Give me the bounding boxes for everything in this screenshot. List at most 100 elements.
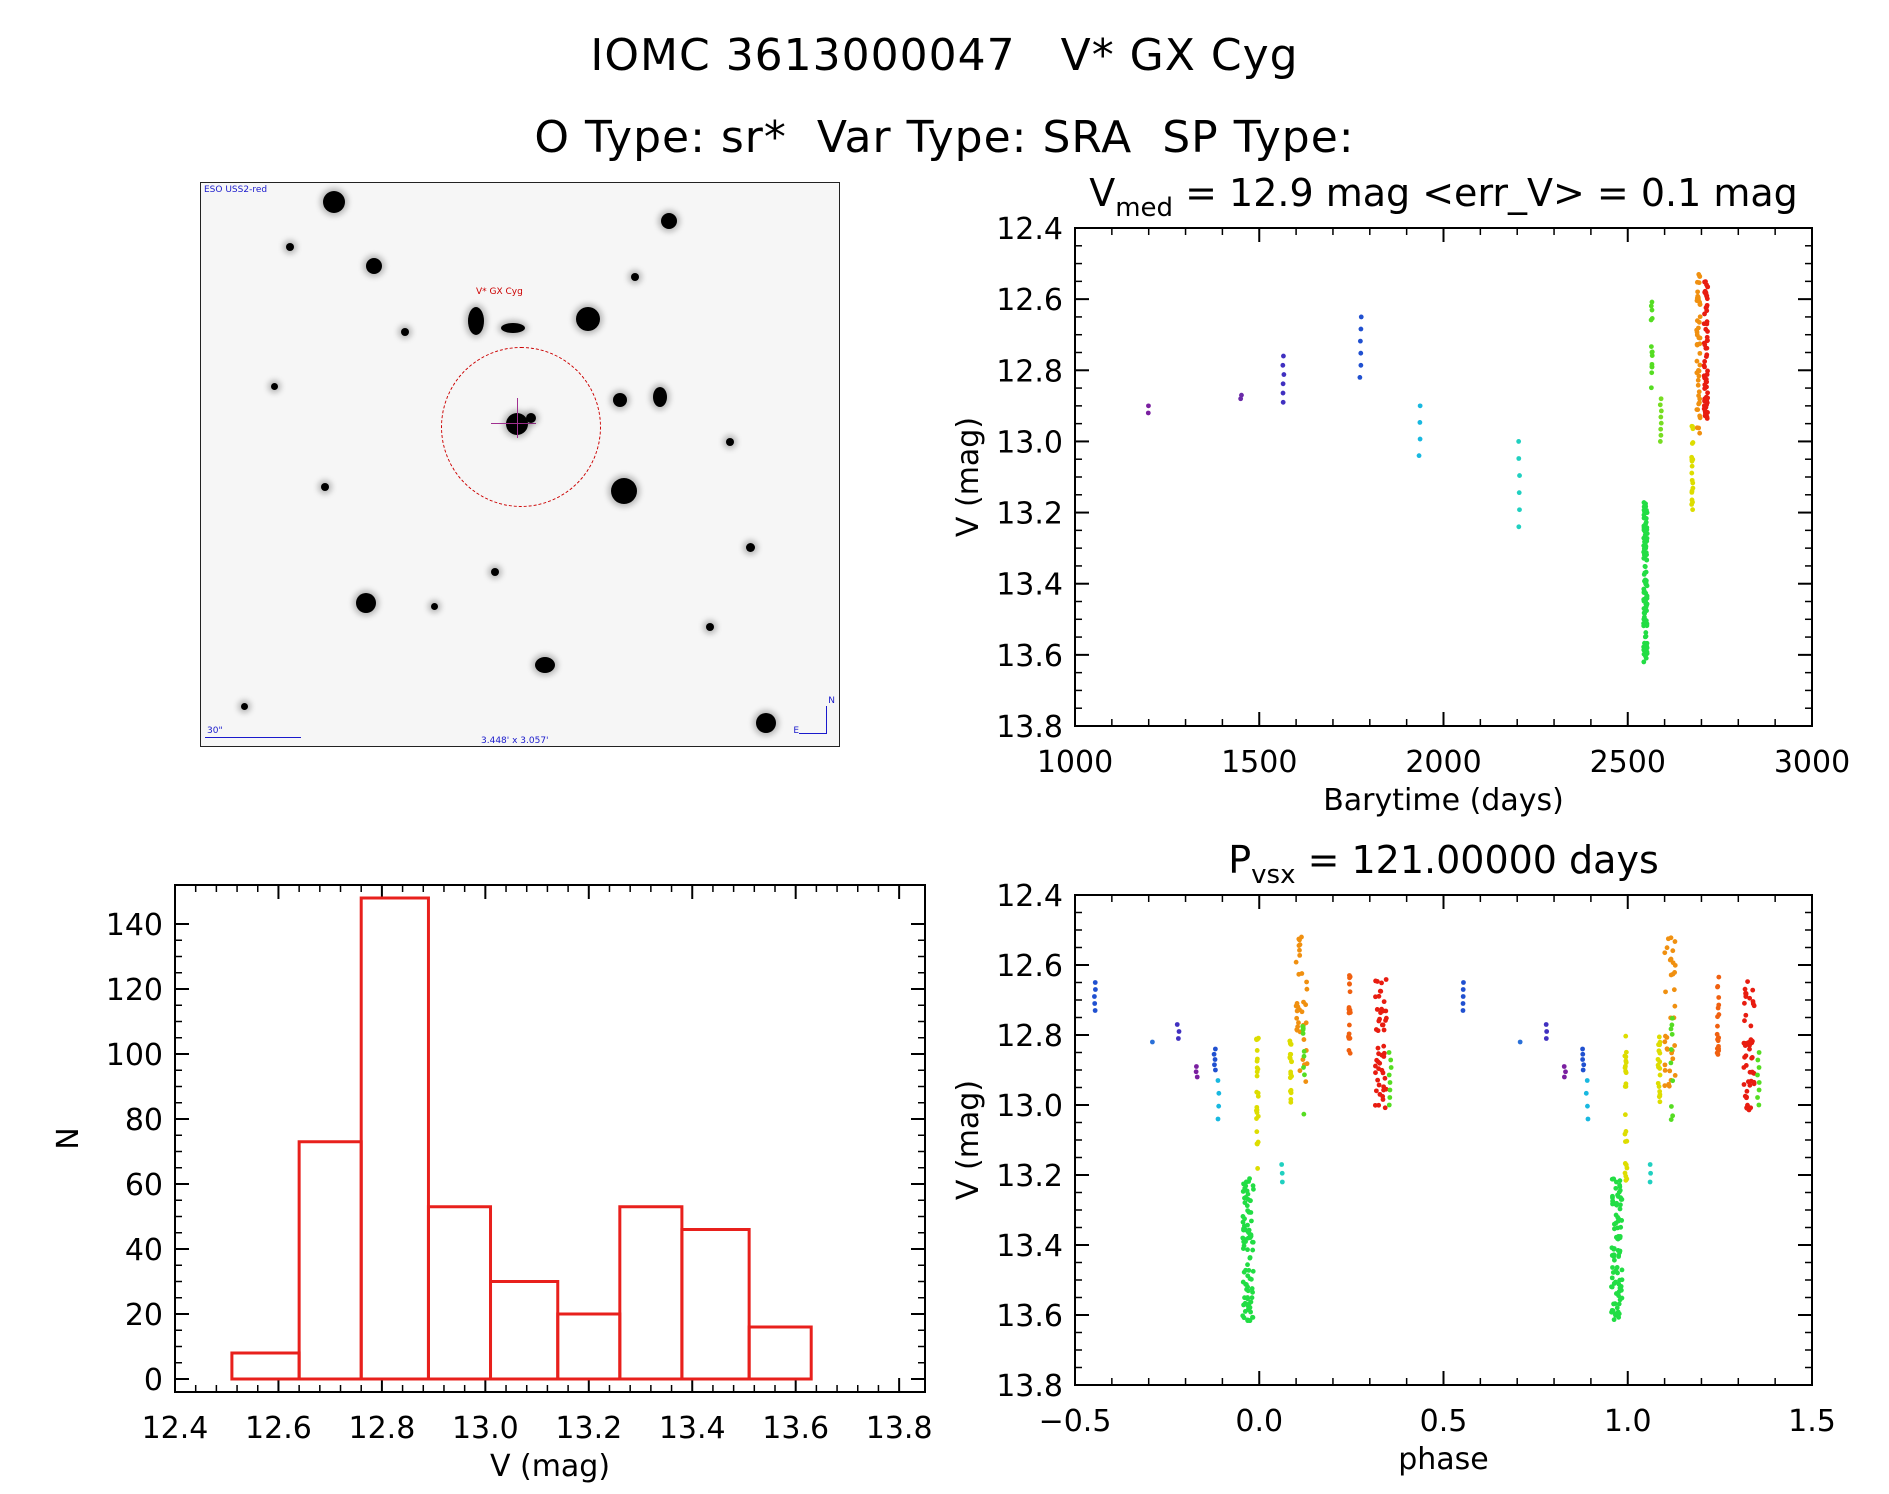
- phase-point: [1756, 1065, 1762, 1070]
- field-star: [706, 623, 714, 631]
- phase-point: [1093, 987, 1098, 992]
- phase-point: [1756, 1102, 1762, 1108]
- lightcurve-point: [1281, 353, 1286, 359]
- phase-point: [1623, 1033, 1629, 1039]
- phase-point: [1294, 1008, 1300, 1014]
- phase-point: [1613, 1234, 1619, 1240]
- phase-point: [1460, 1001, 1466, 1006]
- lightcurve-point: [1696, 425, 1702, 431]
- lightcurve-point: [1701, 373, 1707, 379]
- lightcurve-xtick-label: 1000: [1037, 745, 1113, 780]
- lightcurve-point: [1658, 420, 1664, 426]
- histogram-bar: [359, 896, 430, 1381]
- phase-point: [1745, 979, 1750, 985]
- phase-title-sub: vsx: [1251, 860, 1295, 890]
- phase-point: [1609, 1309, 1614, 1315]
- lightcurve-point: [1641, 621, 1647, 626]
- lightcurve-point: [1704, 402, 1709, 408]
- lightcurve-xtick-label: 2000: [1405, 745, 1481, 780]
- phase-point: [1251, 1186, 1256, 1192]
- phase-xtick-label: 0.5: [1420, 1404, 1468, 1439]
- histogram-xtick-label: 12.4: [142, 1411, 209, 1446]
- lightcurve-point: [1641, 586, 1647, 592]
- field-star: [271, 383, 278, 390]
- phase-point: [1373, 1088, 1379, 1094]
- phase-point: [1092, 994, 1097, 999]
- phase-point: [1381, 1084, 1387, 1090]
- lightcurve-point: [1643, 655, 1649, 661]
- histogram-ytick-label: 20: [125, 1298, 163, 1333]
- phase-ytick-label: 13.2: [996, 1159, 1063, 1194]
- phase-point: [1346, 1034, 1352, 1040]
- phase-point: [1616, 1293, 1621, 1299]
- phase-point: [1672, 1043, 1678, 1048]
- phase-point: [1611, 1246, 1617, 1252]
- lightcurve-point: [1644, 594, 1649, 599]
- phase-point: [1254, 1073, 1260, 1079]
- lightcurve-ytick-label: 13.2: [996, 497, 1063, 532]
- phase-point: [1216, 1103, 1222, 1109]
- phase-point: [1346, 1022, 1352, 1028]
- histogram-xlabel: V (mag): [490, 1449, 610, 1484]
- phase-point: [1561, 1074, 1567, 1080]
- lightcurve-point: [1358, 326, 1364, 332]
- lightcurve-point: [1696, 319, 1702, 325]
- phase-point: [1092, 980, 1098, 985]
- phase-point: [1461, 980, 1466, 985]
- phase-point: [1381, 1050, 1387, 1056]
- phase-ytick-label: 12.6: [996, 949, 1063, 984]
- phase-point: [1247, 1255, 1253, 1261]
- lightcurve-point: [1658, 432, 1664, 438]
- histogram-xtick-label: 13.0: [452, 1411, 519, 1446]
- lightcurve-point: [1238, 396, 1244, 402]
- phase-title: Pvsx = 121.00000 days: [1228, 838, 1659, 890]
- phase-point: [1747, 1046, 1752, 1052]
- phase-point: [1241, 1302, 1246, 1308]
- phase-point: [1585, 1103, 1590, 1109]
- phase-point: [1584, 1078, 1590, 1083]
- phase-point: [1741, 1082, 1747, 1087]
- lightcurve-point: [1649, 370, 1655, 376]
- lightcurve-point: [1703, 409, 1708, 414]
- search-radius-circle: [441, 347, 601, 507]
- lightcurve-point: [1697, 362, 1703, 368]
- phase-point: [1623, 1129, 1629, 1134]
- phase-point: [1301, 1065, 1306, 1070]
- lightcurve-point: [1280, 362, 1286, 368]
- phase-point: [1279, 1170, 1285, 1176]
- lightcurve-point: [1417, 403, 1423, 409]
- lightcurve-xtick-label: 2500: [1590, 745, 1666, 780]
- lightcurve-point: [1696, 280, 1702, 286]
- phase-point: [1288, 1051, 1294, 1057]
- lightcurve-point: [1702, 359, 1708, 364]
- lightcurve-point: [1702, 288, 1708, 294]
- phase-point: [1716, 974, 1722, 980]
- lightcurve-point: [1695, 377, 1701, 383]
- lightcurve-point: [1280, 399, 1286, 405]
- lightcurve-point: [1641, 644, 1647, 650]
- phase-point: [1611, 1221, 1617, 1227]
- phase-point: [1623, 1060, 1629, 1065]
- phase-point: [1617, 1248, 1623, 1254]
- phase-ylabel: V (mag): [951, 1080, 986, 1200]
- lightcurve-point: [1642, 545, 1648, 551]
- lightcurve-point: [1702, 382, 1708, 388]
- lightcurve-title-sub: med: [1115, 193, 1173, 223]
- lightcurve-point: [1694, 327, 1700, 333]
- phase-point: [1382, 1105, 1388, 1111]
- phase-ytick-label: 12.4: [996, 879, 1063, 914]
- phase-point: [1247, 1318, 1253, 1324]
- phase-point: [1254, 1129, 1260, 1135]
- phase-point: [1748, 1023, 1754, 1029]
- phase-point: [1379, 1067, 1385, 1073]
- lightcurve-point: [1689, 457, 1695, 462]
- field-star: [286, 243, 294, 251]
- histogram-bar: [489, 1280, 560, 1381]
- phase-point: [1376, 993, 1382, 999]
- phase-point: [1662, 1067, 1668, 1073]
- histogram-xtick-label: 13.6: [762, 1411, 829, 1446]
- phase-point: [1287, 1075, 1293, 1081]
- lightcurve-point: [1643, 581, 1649, 587]
- lightcurve-point: [1648, 385, 1654, 391]
- phase-point: [1279, 1179, 1285, 1185]
